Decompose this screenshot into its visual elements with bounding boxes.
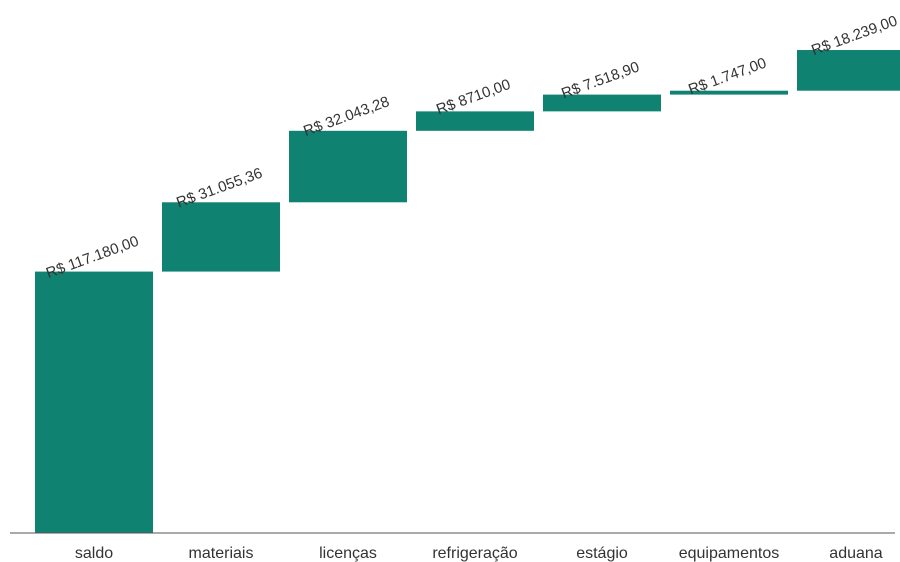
bar-5 bbox=[670, 90, 788, 95]
x-tick-label: refrigeração bbox=[432, 545, 517, 562]
bar-3 bbox=[416, 111, 534, 131]
bars-group bbox=[35, 50, 900, 533]
bar-6 bbox=[797, 50, 900, 91]
x-tick-label: equipamentos bbox=[679, 545, 780, 562]
x-tick-labels: saldo materiais licenças refrigeração estági… bbox=[75, 545, 883, 562]
x-tick-label: saldo bbox=[75, 545, 113, 562]
bar-0 bbox=[35, 271, 153, 533]
bar-4 bbox=[543, 94, 661, 112]
x-tick-label: estágio bbox=[576, 545, 628, 562]
x-tick-label: aduana bbox=[829, 545, 882, 562]
bar-1 bbox=[162, 202, 280, 272]
x-tick-label: materiais bbox=[189, 545, 254, 562]
bar-2 bbox=[289, 130, 407, 203]
x-tick-label: licenças bbox=[319, 545, 377, 562]
